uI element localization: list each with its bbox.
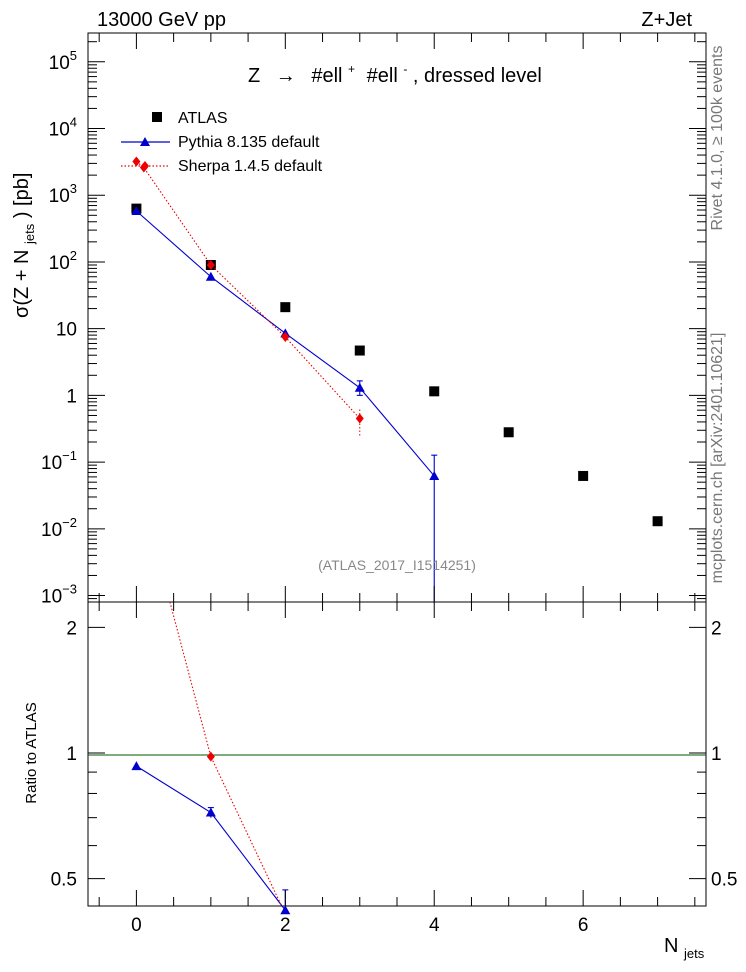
main-y-tick-base: 10 [56, 320, 77, 341]
main-y-tick-label: 1 [66, 386, 77, 407]
x-tick-label: 0 [131, 915, 142, 936]
x-tick-label: 2 [280, 915, 291, 936]
atlas-point [652, 516, 663, 527]
ratio-y-tick-label-right: 1 [711, 744, 722, 765]
x-label-sub: jets [683, 946, 705, 961]
main-y-axis-label: σ(Z + N jets ) [pb] [11, 173, 39, 318]
main-series [131, 156, 663, 602]
header-process: Z+Jet [641, 9, 692, 31]
x-tick-label: 6 [578, 915, 589, 936]
main-y-tick-exp: 5 [70, 48, 77, 63]
sherpa-point [355, 413, 364, 424]
ratio-pythia-point [280, 905, 291, 915]
legend-atlas-label: ATLAS [178, 110, 228, 127]
ratio-y-ticks: 2 2 1 1 0.5 0.5 [51, 618, 738, 890]
legend-atlas-marker [152, 112, 162, 122]
x-ticks: 0 2 4 6 [98, 33, 696, 936]
y-label-main: σ(Z + N [11, 250, 33, 318]
ratio-y-tick-label-right: 2 [711, 618, 722, 639]
main-y-tick-label: 10−3 [41, 582, 77, 608]
main-y-tick-base: 10 [49, 186, 70, 207]
main-y-tick-base: 10 [41, 587, 62, 608]
main-y-tick-exp: 3 [70, 181, 77, 196]
ratio-panel: 2 2 1 1 0.5 0.5 0 2 4 6 Ratio to ATLAS N jets [23, 33, 737, 961]
main-y-tick-label: 105 [49, 48, 77, 74]
ratio-pythia-point [205, 807, 216, 817]
title-sup1: + [348, 62, 355, 76]
plot-title: Z → #ell + #ell - , dressed level [248, 56, 542, 87]
ratio-series [131, 601, 291, 915]
sherpa-line [136, 161, 361, 419]
main-y-tick-exp: 4 [70, 114, 77, 129]
ratio-y-tick-label-right: 0.5 [711, 870, 737, 891]
main-y-tick-exp: −3 [62, 582, 77, 597]
ratio-y-tick-label-left: 2 [66, 618, 77, 639]
mcplots-label: mcplots.cern.ch [arXiv:2401.10621] [709, 333, 726, 584]
sherpa-point [206, 259, 215, 270]
legend-sherpa-marker [141, 161, 149, 171]
main-y-tick-label: 102 [49, 248, 77, 274]
atlas-point [280, 302, 291, 313]
main-y-tick-base: 10 [41, 453, 62, 474]
main-y-tick-base: 10 [41, 520, 62, 541]
ratio-pythia-point [131, 761, 142, 771]
x-axis-label: N jets [664, 935, 705, 961]
ratio-sherpa-line [169, 601, 283, 907]
main-y-tick-base: 1 [66, 386, 77, 407]
atlas-point [578, 470, 589, 481]
ratio-sherpa-point [206, 751, 215, 762]
y-label-sub: jets [22, 223, 37, 245]
main-y-tick-exp: 2 [70, 248, 77, 263]
y-label-unit: ) [pb] [11, 173, 33, 219]
main-y-tick-label: 104 [49, 114, 77, 140]
x-label-main: N [664, 935, 678, 957]
ratio-pythia-line [136, 765, 286, 911]
title-prefix: Z [248, 65, 260, 87]
pythia-line [136, 210, 435, 477]
main-y-tick-label: 10−2 [41, 515, 77, 541]
legend-pythia-marker [140, 137, 150, 146]
x-tick-label: 4 [429, 915, 440, 936]
main-y-tick-exp: −2 [62, 515, 77, 530]
pythia-point [131, 206, 142, 216]
legend-pythia-label: Pythia 8.135 default [178, 134, 320, 151]
atlas-point [354, 345, 365, 356]
pythia-point [354, 382, 365, 392]
rivet-label: Rivet 4.1.0, ≥ 100k events [709, 46, 726, 231]
sherpa-point [281, 331, 290, 342]
ratio-y-axis-label: Ratio to ATLAS [23, 702, 40, 803]
title-suffix: , dressed level [413, 65, 542, 87]
ratio-y-tick-label-left: 1 [66, 744, 77, 765]
main-y-tick-label: 10 [56, 320, 77, 341]
pythia-point [429, 470, 440, 480]
main-y-tick-base: 10 [49, 119, 70, 140]
main-y-tick-base: 10 [49, 53, 70, 74]
analysis-annotation: (ATLAS_2017_I1514251) [318, 557, 476, 573]
title-part2: #ell [367, 65, 398, 87]
title-arrow: → [276, 65, 296, 87]
main-y-tick-label: 10−1 [41, 448, 77, 474]
pythia-point [205, 271, 216, 281]
main-y-tick-exp: −1 [62, 448, 77, 463]
ratio-y-tick-label-left: 0.5 [51, 870, 77, 891]
main-y-tick-label: 103 [49, 181, 77, 207]
title-part1: #ell [311, 65, 342, 87]
title-sup2: - [403, 62, 407, 76]
ratio-frame [87, 601, 707, 907]
main-y-tick-base: 10 [49, 253, 70, 274]
legend-sherpa-label: Sherpa 1.4.5 default [178, 158, 323, 175]
sherpa-point [132, 156, 141, 167]
atlas-point [503, 427, 514, 438]
atlas-point [429, 386, 440, 397]
header-energy: 13000 GeV pp [97, 9, 226, 31]
legend: ATLAS Pythia 8.135 default Sherpa 1.4.5 … [121, 110, 323, 175]
